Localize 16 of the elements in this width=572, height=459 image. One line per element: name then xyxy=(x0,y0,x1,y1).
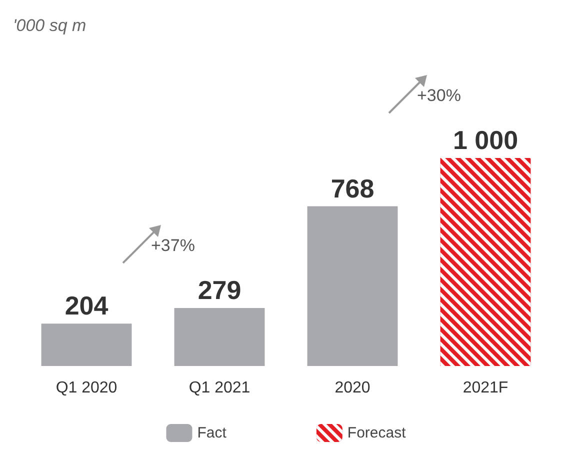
bar xyxy=(307,206,398,366)
legend-label: Fact xyxy=(197,424,228,442)
x-tick-label: Q1 2020 xyxy=(56,380,118,396)
x-tick-label: 2020 xyxy=(334,380,370,396)
text: +30% xyxy=(417,86,461,105)
bar xyxy=(174,308,265,366)
data-label: 1 000 xyxy=(452,125,518,155)
bar xyxy=(41,324,132,366)
chart-subtitle: '000 sq m xyxy=(13,16,86,35)
data-label: 768 xyxy=(330,173,374,204)
annotation: +37% xyxy=(151,236,195,255)
data-label: 204 xyxy=(64,290,109,321)
legend-label: Forecast xyxy=(347,424,407,442)
data-label: 279 xyxy=(198,274,242,305)
x-tick-label: Q1 2021 xyxy=(188,380,250,396)
x-tick-label: 2021F xyxy=(462,380,508,396)
